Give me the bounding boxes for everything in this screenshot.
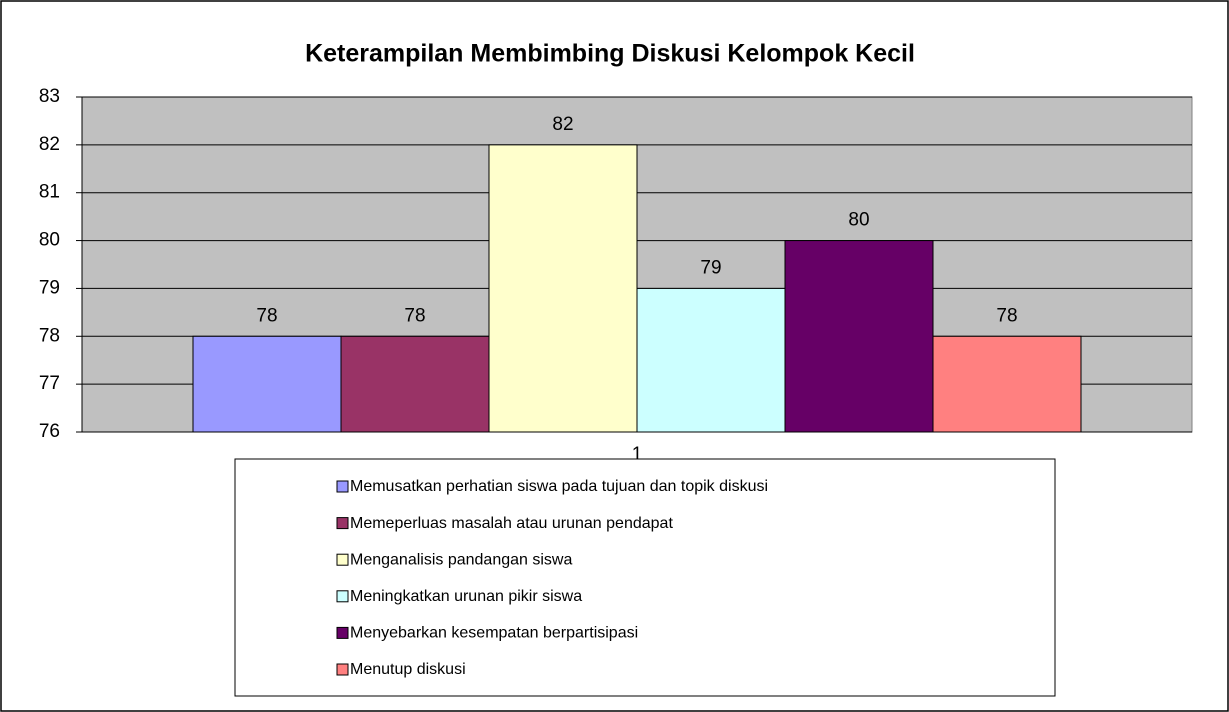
legend-swatch (336, 480, 349, 493)
y-tick-label: 79 (39, 277, 60, 298)
y-tick-label: 77 (39, 373, 60, 394)
legend-label: Menganalisis pandangan siswa (350, 551, 572, 568)
legend-label: Menutup diskusi (350, 661, 466, 678)
bar (340, 335, 490, 433)
legend-box (234, 458, 1056, 697)
y-tick-label: 80 (39, 230, 60, 251)
legend-swatch (336, 663, 349, 676)
bar (488, 144, 638, 433)
bar (932, 335, 1082, 433)
x-tick-label: 1 (632, 444, 643, 465)
value-label: 78 (404, 305, 425, 326)
bar (636, 287, 786, 433)
legend-label: Memeperluas masalah atau urunan pendapat (350, 515, 673, 532)
y-tick-label: 81 (39, 182, 60, 203)
legend-label: Memusatkan perhatian siswa pada tujuan d… (350, 478, 768, 495)
y-tick-label: 82 (39, 134, 60, 155)
legend-swatch (336, 517, 349, 530)
legend-label: Menyebarkan kesempatan berpartisipasi (350, 625, 638, 642)
value-label: 78 (256, 305, 277, 326)
legend-label: Meningkatkan urunan pikir siswa (350, 588, 582, 605)
value-label: 82 (552, 114, 573, 135)
bar (192, 335, 342, 433)
bar (784, 240, 934, 433)
legend-swatch (336, 553, 349, 566)
legend-swatch (336, 626, 349, 639)
chart-title: Keterampilan Membimbing Diskusi Kelompok… (305, 40, 915, 68)
value-label: 78 (996, 305, 1017, 326)
y-tick-label: 78 (39, 325, 60, 346)
legend-swatch (336, 590, 349, 603)
value-label: 80 (848, 210, 869, 231)
y-tick-label: 83 (39, 86, 60, 107)
y-tick-label: 76 (39, 421, 60, 442)
value-label: 79 (700, 257, 721, 278)
